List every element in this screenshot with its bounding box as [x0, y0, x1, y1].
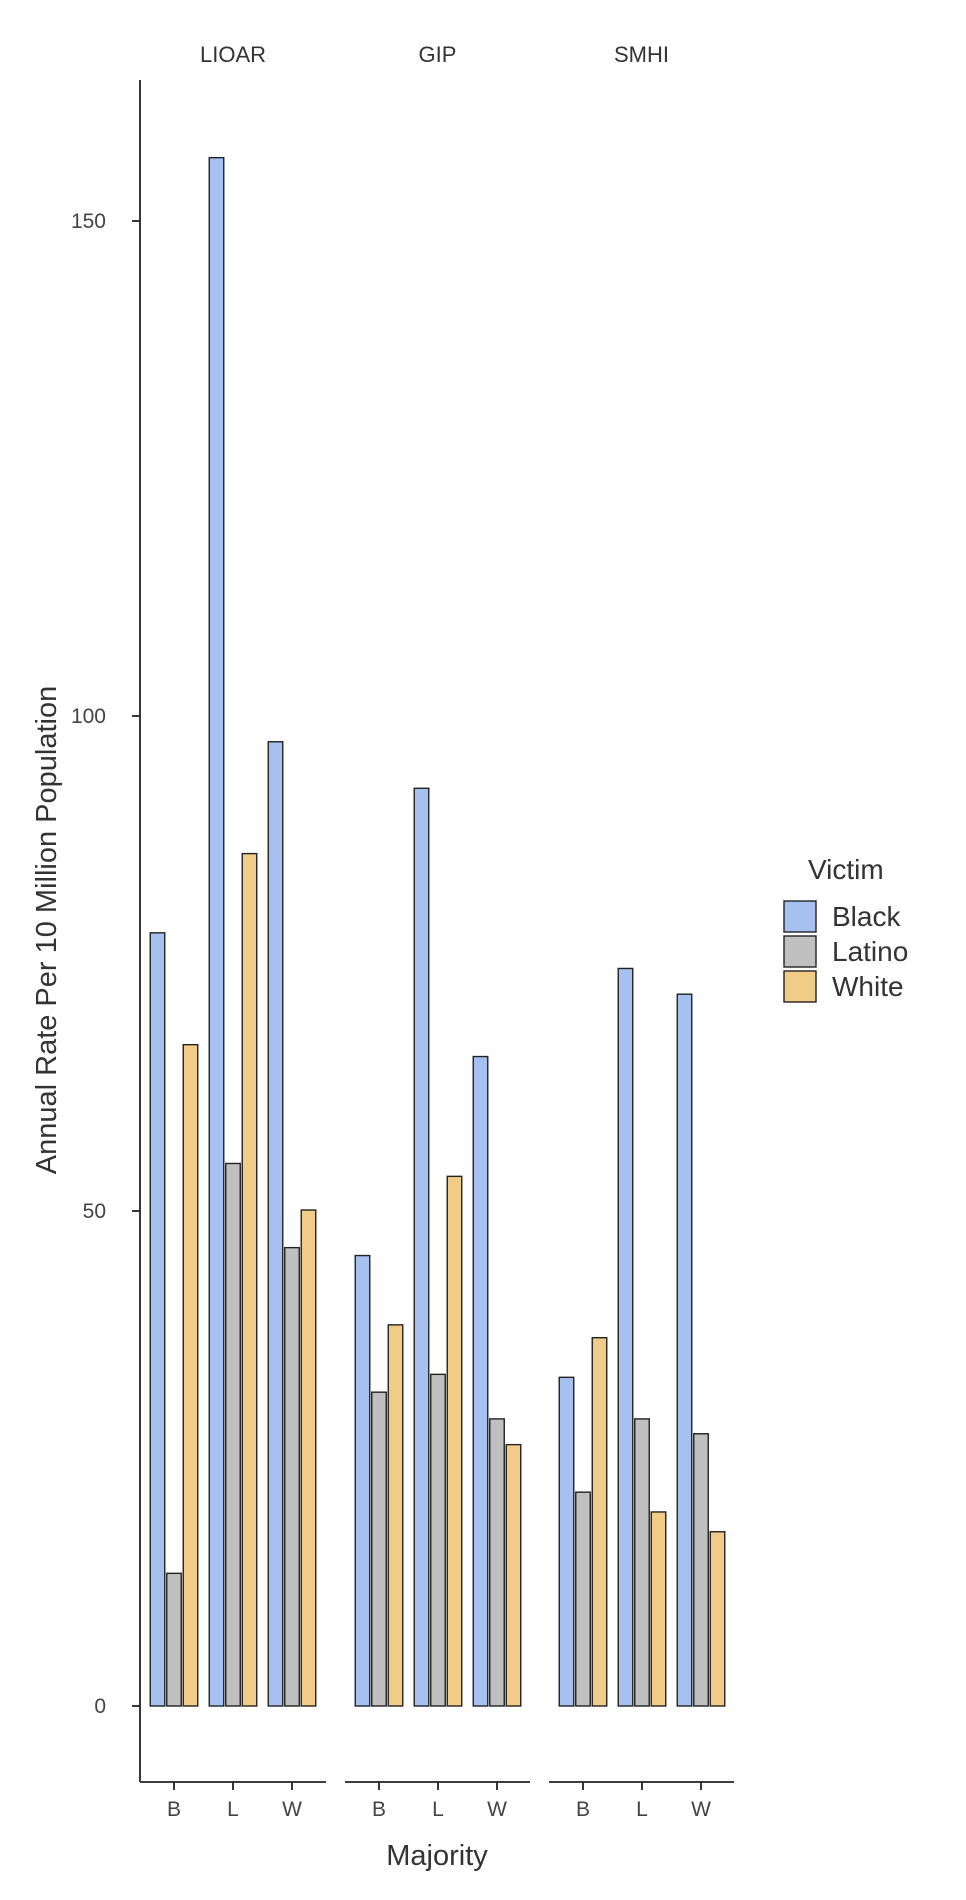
- x-tick-label: L: [636, 1798, 648, 1821]
- bar-lioar-l-white: [241, 852, 258, 1707]
- x-axis-title: Majority: [386, 1840, 488, 1872]
- x-tick-label: B: [576, 1798, 590, 1821]
- x-tick-label: L: [432, 1798, 444, 1821]
- y-tick-label: 150: [71, 210, 106, 233]
- y-axis-title: Annual Rate Per 10 Million Population: [31, 686, 63, 1174]
- legend-swatch-latino: [783, 935, 817, 968]
- bar-smhi-w-latino: [693, 1433, 709, 1707]
- legend-swatch-white: [783, 970, 817, 1003]
- legend-label-white: White: [832, 971, 904, 1002]
- bar-smhi-b-white: [591, 1337, 608, 1707]
- facet-label: SMHI: [614, 42, 669, 67]
- x-tick-label: W: [487, 1798, 507, 1821]
- bar-gip-l-white: [446, 1175, 463, 1707]
- bar-lioar-l-black: [208, 156, 225, 1707]
- bar-smhi-l-latino: [634, 1418, 650, 1707]
- x-tick-label: B: [167, 1798, 181, 1821]
- bar-gip-w-white: [505, 1443, 522, 1707]
- y-axis: 0 50 100 150: [71, 80, 141, 1782]
- bar-smhi-b-latino: [575, 1491, 591, 1707]
- bar-gip-b-latino: [371, 1391, 387, 1707]
- x-tick-label: W: [691, 1798, 711, 1821]
- bar-lioar-l-latino: [225, 1162, 241, 1707]
- bar-lioar-b-black: [149, 932, 166, 1707]
- y-tick-label: 100: [71, 705, 106, 728]
- bar-gip-w-latino: [489, 1418, 505, 1707]
- x-tick-label: L: [227, 1798, 239, 1821]
- bar-lioar-b-latino: [166, 1572, 182, 1707]
- plot-panels: LIOAR GIP SMHI: [149, 42, 726, 1707]
- bar-smhi-w-white: [709, 1531, 726, 1707]
- legend: Victim Black Latino White: [783, 854, 908, 1003]
- bar-gip-b-white: [387, 1324, 404, 1707]
- bar-gip-l-latino: [430, 1373, 446, 1707]
- bar-lioar-w-white: [300, 1209, 317, 1707]
- bar-lioar-b-white: [182, 1043, 199, 1707]
- legend-label-latino: Latino: [832, 936, 908, 967]
- x-tick-label: B: [372, 1798, 386, 1821]
- bar-smhi-b-black: [558, 1376, 575, 1707]
- facet-label: GIP: [419, 42, 457, 67]
- bar-smhi-l-black: [617, 967, 634, 1707]
- legend-swatch-black: [783, 900, 817, 933]
- legend-title: Victim: [808, 854, 884, 885]
- y-tick-label: 50: [83, 1200, 106, 1223]
- bar-gip-w-black: [472, 1055, 489, 1707]
- legend-label-black: Black: [832, 901, 901, 932]
- bar-smhi-w-black: [676, 993, 693, 1707]
- bar-gip-l-black: [413, 787, 430, 1707]
- bar-smhi-l-white: [650, 1511, 667, 1707]
- bar-lioar-w-black: [267, 741, 284, 1707]
- facet-label: LIOAR: [200, 42, 266, 67]
- bar-lioar-w-latino: [284, 1246, 300, 1707]
- bar-gip-b-black: [354, 1254, 371, 1707]
- y-tick-label: 0: [94, 1695, 106, 1718]
- x-tick-label: W: [282, 1798, 302, 1821]
